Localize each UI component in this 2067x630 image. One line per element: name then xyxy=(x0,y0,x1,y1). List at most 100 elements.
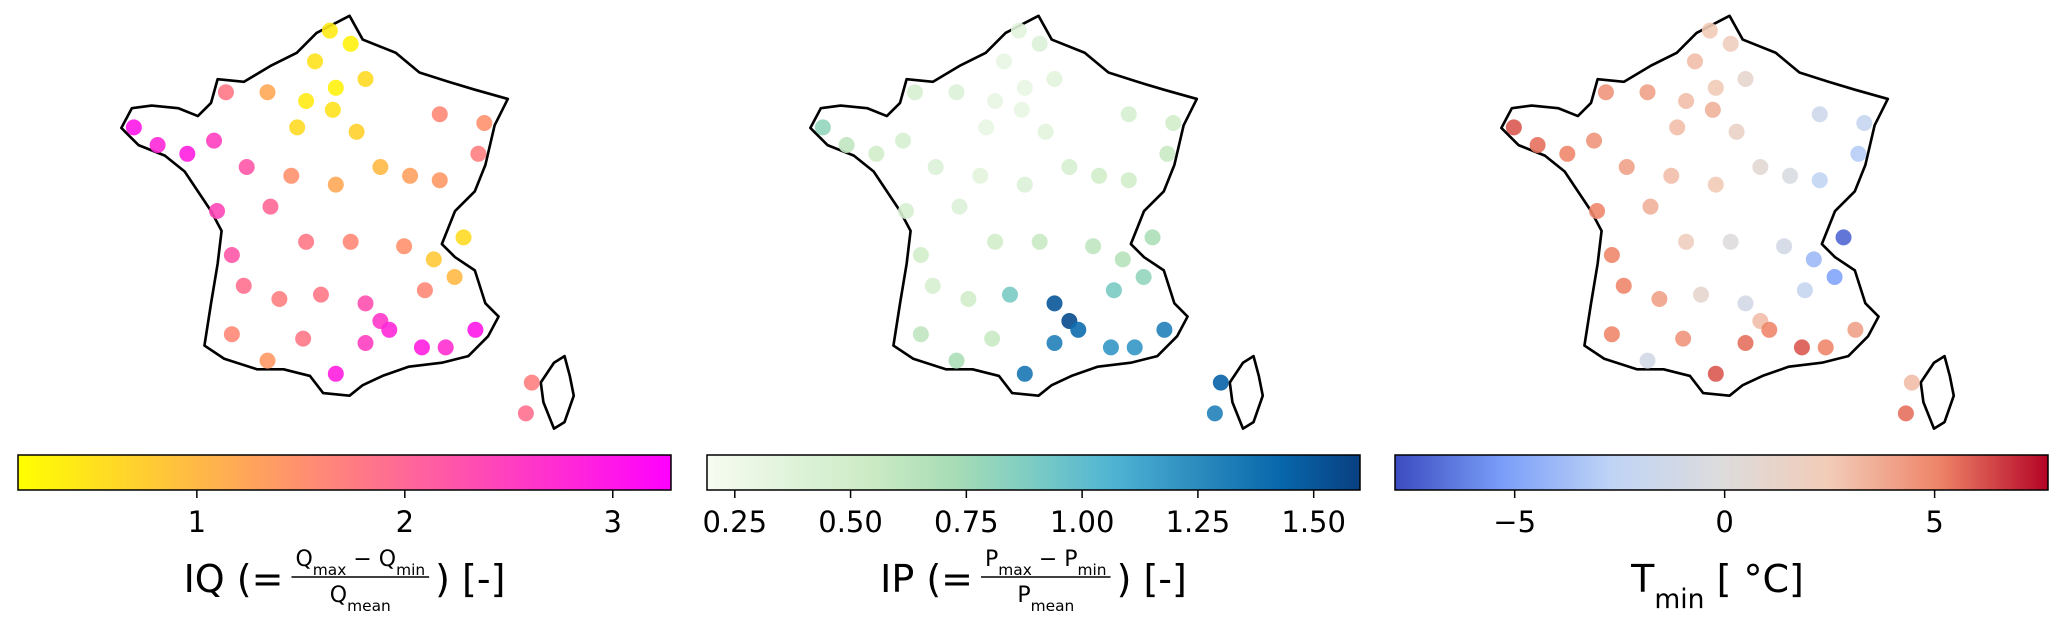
station-point xyxy=(960,291,977,307)
station-point xyxy=(1752,159,1769,175)
station-point xyxy=(1016,176,1033,193)
station-point xyxy=(1037,123,1054,140)
subscript: min xyxy=(396,561,425,579)
station-point xyxy=(1120,106,1137,123)
label-after: ) [-] xyxy=(435,557,505,601)
label-text: [ °C] xyxy=(1705,557,1804,601)
station-point xyxy=(1701,22,1718,39)
station-point xyxy=(327,365,344,382)
station-point xyxy=(342,35,359,52)
station-point xyxy=(402,167,419,184)
station-point xyxy=(262,198,279,215)
station-point xyxy=(1212,374,1229,391)
station-point xyxy=(1120,172,1137,189)
colorbar-tick-label: 0.75 xyxy=(934,505,999,539)
station-point xyxy=(1105,282,1122,299)
colorbar-tick-label: 5 xyxy=(1925,505,1943,539)
station-point xyxy=(523,374,540,391)
subscript: mean xyxy=(1031,597,1075,615)
station-point xyxy=(431,106,448,123)
station-point xyxy=(1678,93,1695,109)
station-point xyxy=(1603,247,1620,263)
station-point xyxy=(1826,269,1843,285)
station-point xyxy=(1847,321,1864,338)
station-point xyxy=(259,352,276,369)
map-outline xyxy=(809,14,1264,430)
label-text: IP (= xyxy=(880,557,973,601)
colorbar-tick-label: 0.50 xyxy=(818,505,883,539)
station-point xyxy=(1737,335,1754,351)
station-point xyxy=(1091,167,1108,184)
station-point xyxy=(1811,172,1828,189)
map-outline xyxy=(120,14,575,430)
station-point xyxy=(1206,405,1223,422)
station-point xyxy=(298,233,315,250)
station-point xyxy=(1796,282,1813,299)
station-point xyxy=(1085,238,1102,255)
station-point xyxy=(838,137,855,153)
station-point xyxy=(1675,330,1692,347)
label-text: P xyxy=(1017,583,1030,608)
colorbar-tick-label: 1.00 xyxy=(1050,505,1115,539)
station-point xyxy=(357,335,374,351)
station-point xyxy=(437,339,454,356)
station-point xyxy=(1704,101,1721,118)
label-before: Tmin [ °C] xyxy=(1630,557,1804,615)
label-text: − P xyxy=(1032,547,1078,572)
station-point xyxy=(1835,229,1852,246)
station-point xyxy=(996,53,1013,70)
station-point xyxy=(1722,35,1739,52)
label-before: IQ (= xyxy=(184,557,284,601)
station-point xyxy=(1046,295,1063,312)
station-point xyxy=(912,247,929,263)
station-point xyxy=(1016,79,1033,96)
station-point xyxy=(396,238,413,255)
station-point xyxy=(912,326,929,343)
station-point xyxy=(1589,203,1606,219)
station-point xyxy=(1529,137,1546,153)
station-point xyxy=(235,277,252,294)
station-point xyxy=(357,71,374,87)
station-point xyxy=(951,198,968,215)
station-point xyxy=(179,145,196,162)
station-point xyxy=(898,203,915,219)
station-point xyxy=(984,330,1001,347)
station-point xyxy=(238,159,255,175)
station-point xyxy=(1126,339,1143,356)
station-point xyxy=(1737,295,1754,312)
label-text: IQ (= xyxy=(184,557,284,601)
station-point xyxy=(1586,132,1603,149)
station-point xyxy=(455,229,472,246)
station-point xyxy=(948,352,965,369)
station-point xyxy=(987,93,1004,109)
subscript: min xyxy=(1078,561,1107,579)
station-point xyxy=(324,101,341,118)
station-point xyxy=(1651,291,1668,307)
station-point xyxy=(1805,251,1822,268)
station-point xyxy=(1159,145,1176,162)
station-point xyxy=(470,145,487,162)
label-text: ) [-] xyxy=(1117,557,1187,601)
station-point xyxy=(978,119,995,136)
station-point xyxy=(416,282,433,299)
station-point xyxy=(1663,167,1680,184)
station-point xyxy=(1639,352,1656,369)
station-point xyxy=(1165,115,1182,131)
station-point xyxy=(271,291,288,307)
station-point xyxy=(1707,79,1724,96)
station-point xyxy=(1737,71,1754,87)
station-point xyxy=(1639,84,1656,101)
station-point xyxy=(1135,269,1152,285)
station-point xyxy=(868,145,885,162)
station-point xyxy=(895,132,912,149)
station-point xyxy=(1046,71,1063,87)
station-point xyxy=(1001,286,1018,303)
station-point xyxy=(295,330,312,347)
station-point xyxy=(1559,145,1576,162)
station-point xyxy=(1642,198,1659,215)
station-point xyxy=(1156,321,1173,338)
station-point xyxy=(1897,405,1914,422)
station-point xyxy=(1856,115,1873,131)
station-point xyxy=(431,172,448,189)
